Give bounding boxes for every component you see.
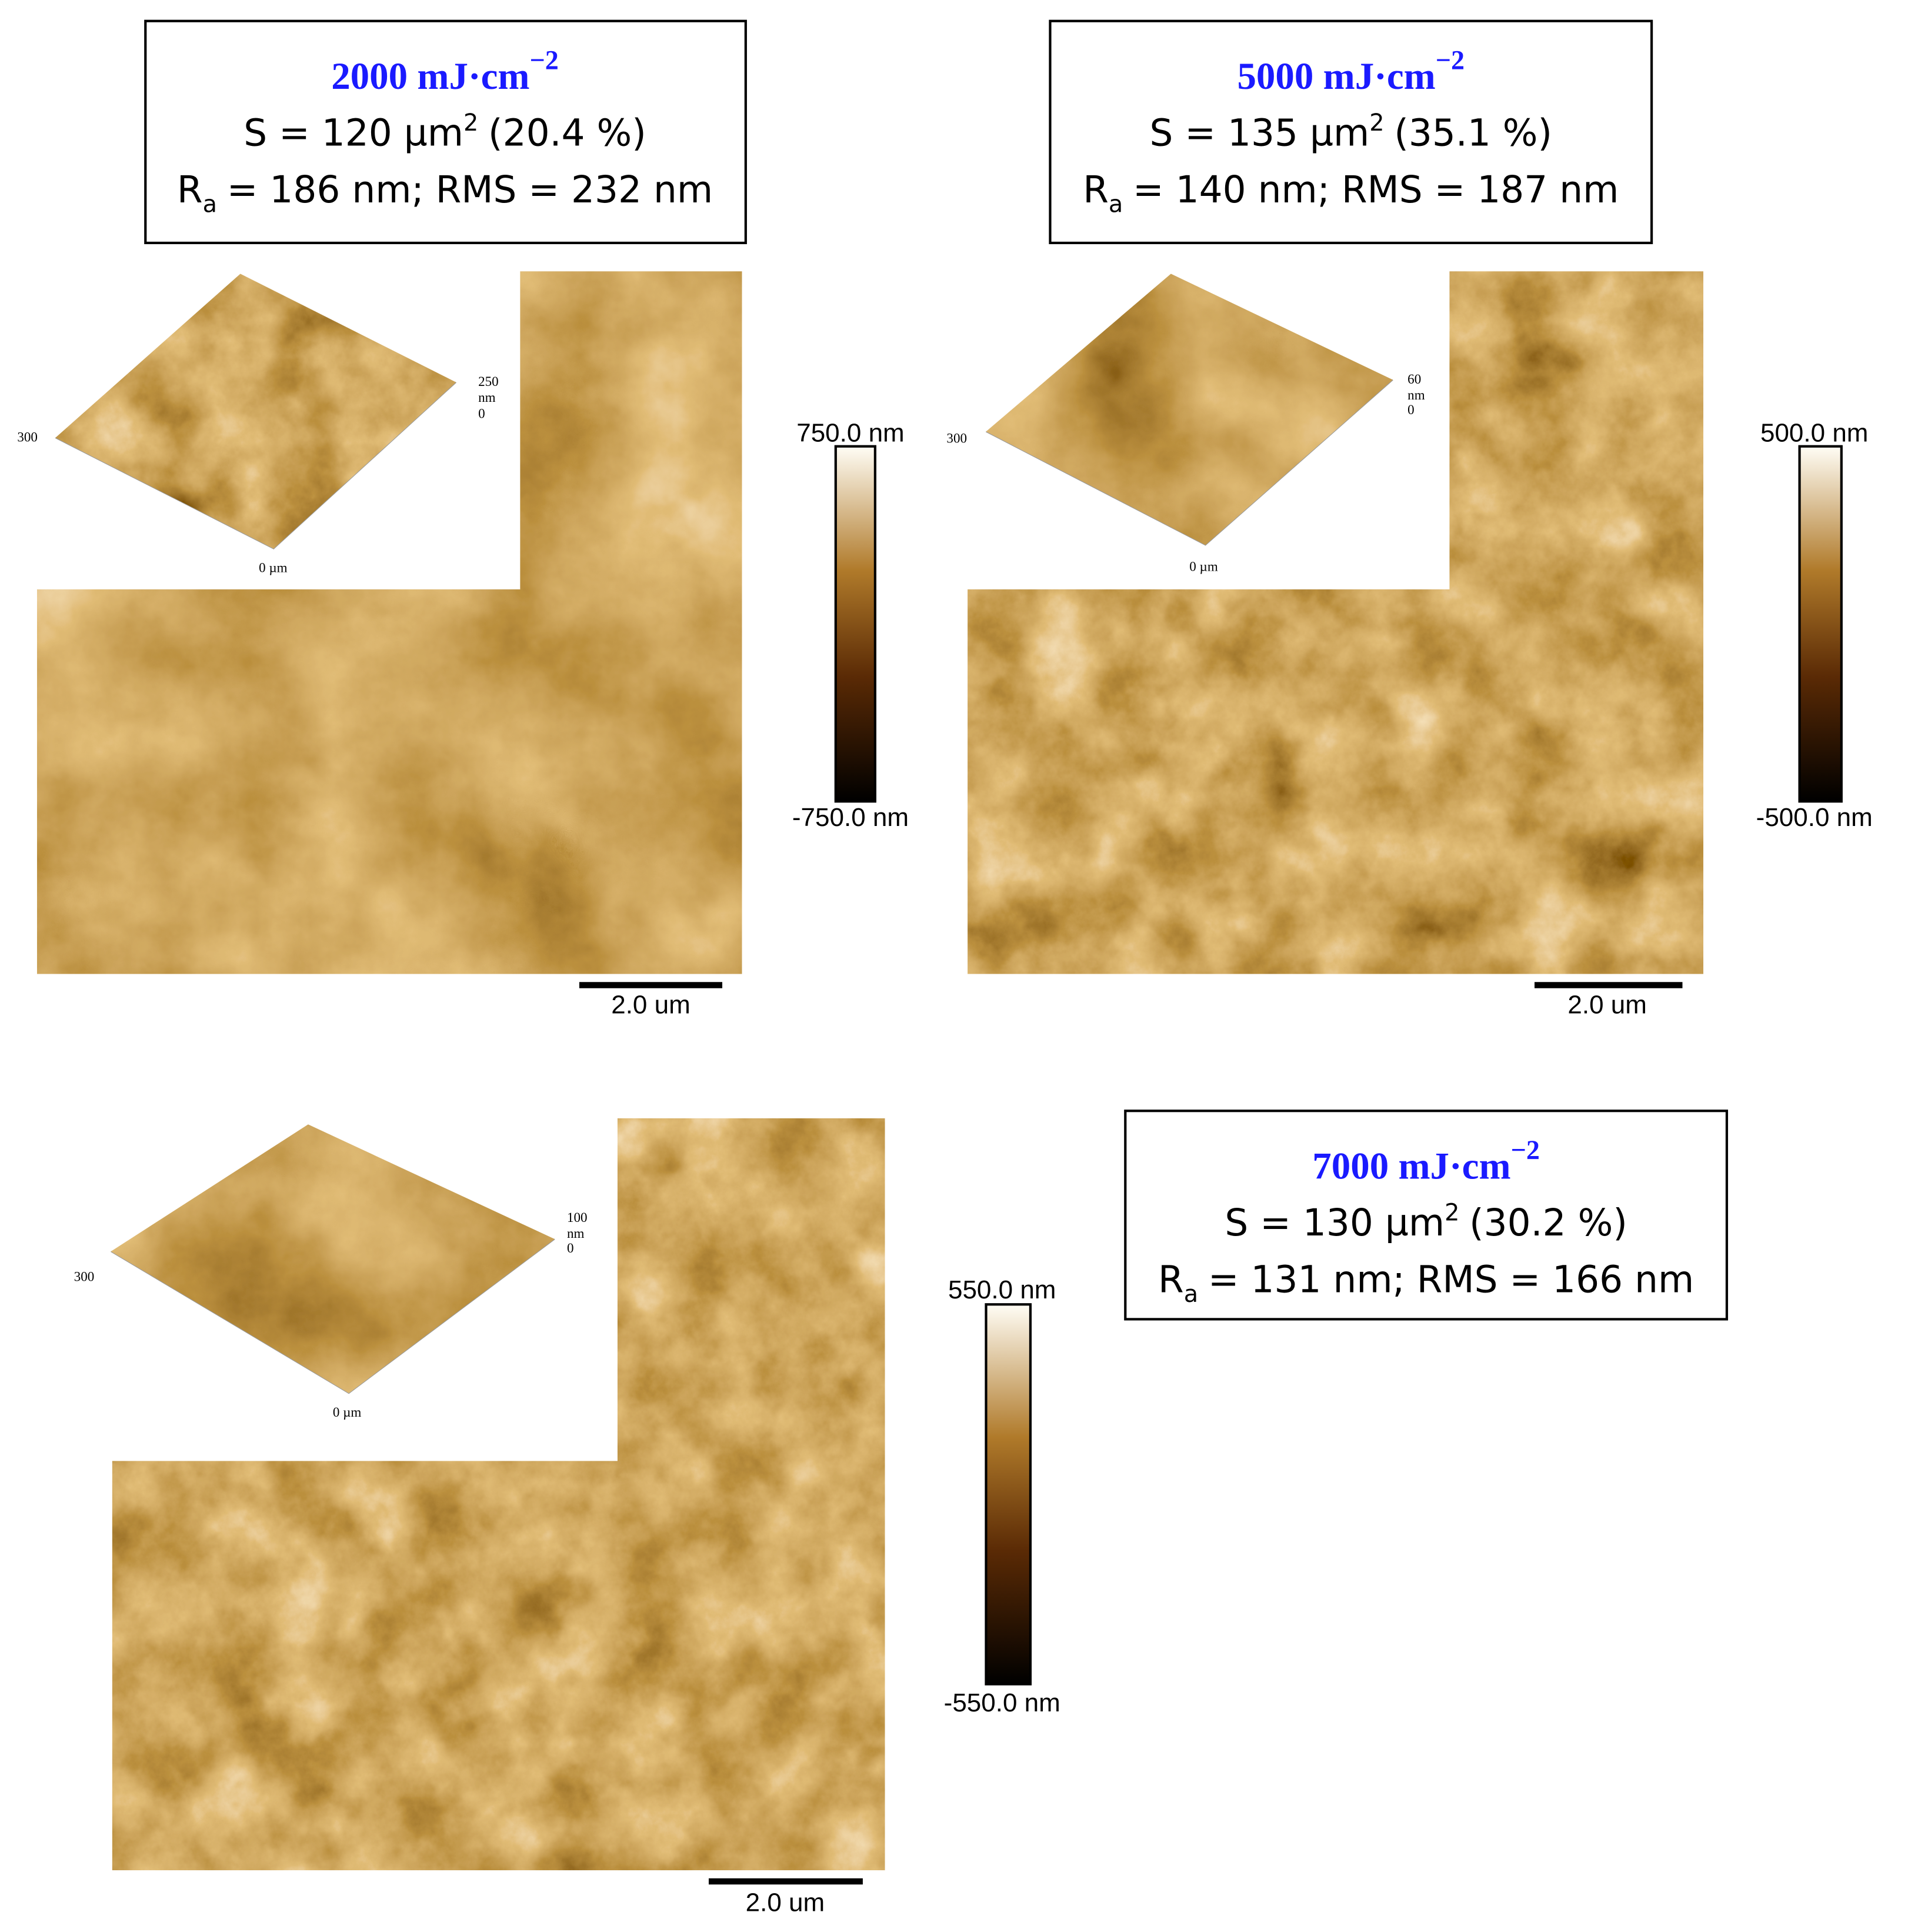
roughness-text: R bbox=[1158, 1258, 1184, 1301]
info-box bbox=[1049, 19, 1653, 245]
roughness-line: Ra = 140 nm; RMS = 187 nm bbox=[1083, 168, 1619, 218]
roughness-line: Ra = 131 nm; RMS = 166 nm bbox=[1158, 1258, 1694, 1308]
inset-z-unit: nm bbox=[1407, 387, 1425, 402]
inset-x-label: 300 bbox=[17, 429, 38, 444]
area-text: S = 135 µm bbox=[1150, 111, 1370, 154]
colorbar-max: 750.0 nm bbox=[796, 418, 904, 447]
inset-3d bbox=[986, 274, 1393, 545]
roughness-sub: a bbox=[1109, 191, 1123, 218]
colorbar-max: 550.0 nm bbox=[948, 1275, 1056, 1304]
colorbar-max: 500.0 nm bbox=[1760, 418, 1868, 447]
scale-bar-label: 2.0 um bbox=[1567, 991, 1647, 1020]
roughness-rest: = 140 nm; RMS = 187 nm bbox=[1133, 168, 1619, 211]
title-text: 7000 mJ·cm bbox=[1312, 1145, 1510, 1187]
panel: 7000 mJ·cm−2 S = 130 µm2 (30.2 %) Ra = 131… bbox=[74, 1110, 1729, 1917]
colorbar bbox=[1798, 445, 1843, 803]
area-text: S = 120 µm bbox=[243, 111, 463, 154]
title-sup: −2 bbox=[530, 45, 559, 75]
area-sup: 2 bbox=[463, 109, 478, 136]
colorbar bbox=[985, 1303, 1032, 1685]
inset-z-min: 0 bbox=[567, 1240, 574, 1255]
colorbar-min: -550.0 nm bbox=[944, 1688, 1060, 1717]
inset-z-unit: nm bbox=[478, 389, 496, 405]
roughness-rest: = 131 nm; RMS = 166 nm bbox=[1208, 1258, 1694, 1301]
info-box bbox=[1124, 1110, 1729, 1321]
fluence-title: 5000 mJ·cm−2 bbox=[1237, 45, 1465, 98]
fluence-title: 2000 mJ·cm−2 bbox=[331, 45, 559, 98]
scale-bar-label: 2.0 um bbox=[611, 991, 691, 1020]
area-line: S = 135 µm2 (35.1 %) bbox=[1150, 109, 1553, 154]
inset-z-min: 0 bbox=[478, 406, 485, 421]
panel: 2000 mJ·cm−2 S = 120 µm2 (20.4 %) Ra = 186… bbox=[17, 19, 909, 1020]
info-box bbox=[144, 19, 747, 245]
roughness-sub: a bbox=[1184, 1281, 1198, 1308]
title-sup: −2 bbox=[1436, 45, 1465, 75]
roughness-text: R bbox=[177, 168, 203, 211]
area-rest: (35.1 %) bbox=[1394, 111, 1552, 154]
title-text: 2000 mJ·cm bbox=[331, 55, 529, 98]
title-text: 5000 mJ·cm bbox=[1237, 55, 1435, 98]
inset-z-max: 60 bbox=[1407, 371, 1421, 387]
area-sup: 2 bbox=[1445, 1200, 1459, 1227]
fluence-title: 7000 mJ·cm−2 bbox=[1312, 1135, 1540, 1188]
panel: 5000 mJ·cm−2 S = 135 µm2 (35.1 %) Ra = 140… bbox=[946, 19, 1873, 1020]
inset-3d bbox=[55, 274, 456, 549]
inset-z-unit: nm bbox=[567, 1225, 585, 1241]
roughness-line: Ra = 186 nm; RMS = 232 nm bbox=[177, 168, 713, 218]
inset-x-label: 300 bbox=[946, 430, 967, 445]
inset-z-min: 0 bbox=[1407, 402, 1415, 417]
inset-z-max: 250 bbox=[478, 374, 499, 389]
roughness-text: R bbox=[1083, 168, 1109, 211]
title-sup: −2 bbox=[1511, 1135, 1540, 1165]
colorbar bbox=[834, 445, 876, 803]
area-line: S = 130 µm2 (30.2 %) bbox=[1225, 1200, 1627, 1244]
colorbar-min: -500.0 nm bbox=[1756, 803, 1873, 832]
roughness-sub: a bbox=[203, 191, 217, 218]
area-rest: (30.2 %) bbox=[1469, 1201, 1627, 1244]
area-sup: 2 bbox=[1369, 109, 1384, 136]
scale-bar-label: 2.0 um bbox=[746, 1888, 825, 1917]
inset-x-label: 300 bbox=[74, 1268, 95, 1284]
area-rest: (20.4 %) bbox=[488, 111, 646, 154]
roughness-rest: = 186 nm; RMS = 232 nm bbox=[227, 168, 713, 211]
inset-origin: 0 µm bbox=[333, 1404, 362, 1420]
colorbar-min: -750.0 nm bbox=[792, 803, 909, 832]
area-line: S = 120 µm2 (20.4 %) bbox=[243, 109, 646, 154]
inset-z-max: 100 bbox=[567, 1210, 588, 1225]
inset-origin: 0 µm bbox=[259, 559, 288, 575]
area-text: S = 130 µm bbox=[1225, 1201, 1445, 1244]
inset-origin: 0 µm bbox=[1189, 558, 1218, 574]
inset-3d bbox=[111, 1124, 555, 1394]
